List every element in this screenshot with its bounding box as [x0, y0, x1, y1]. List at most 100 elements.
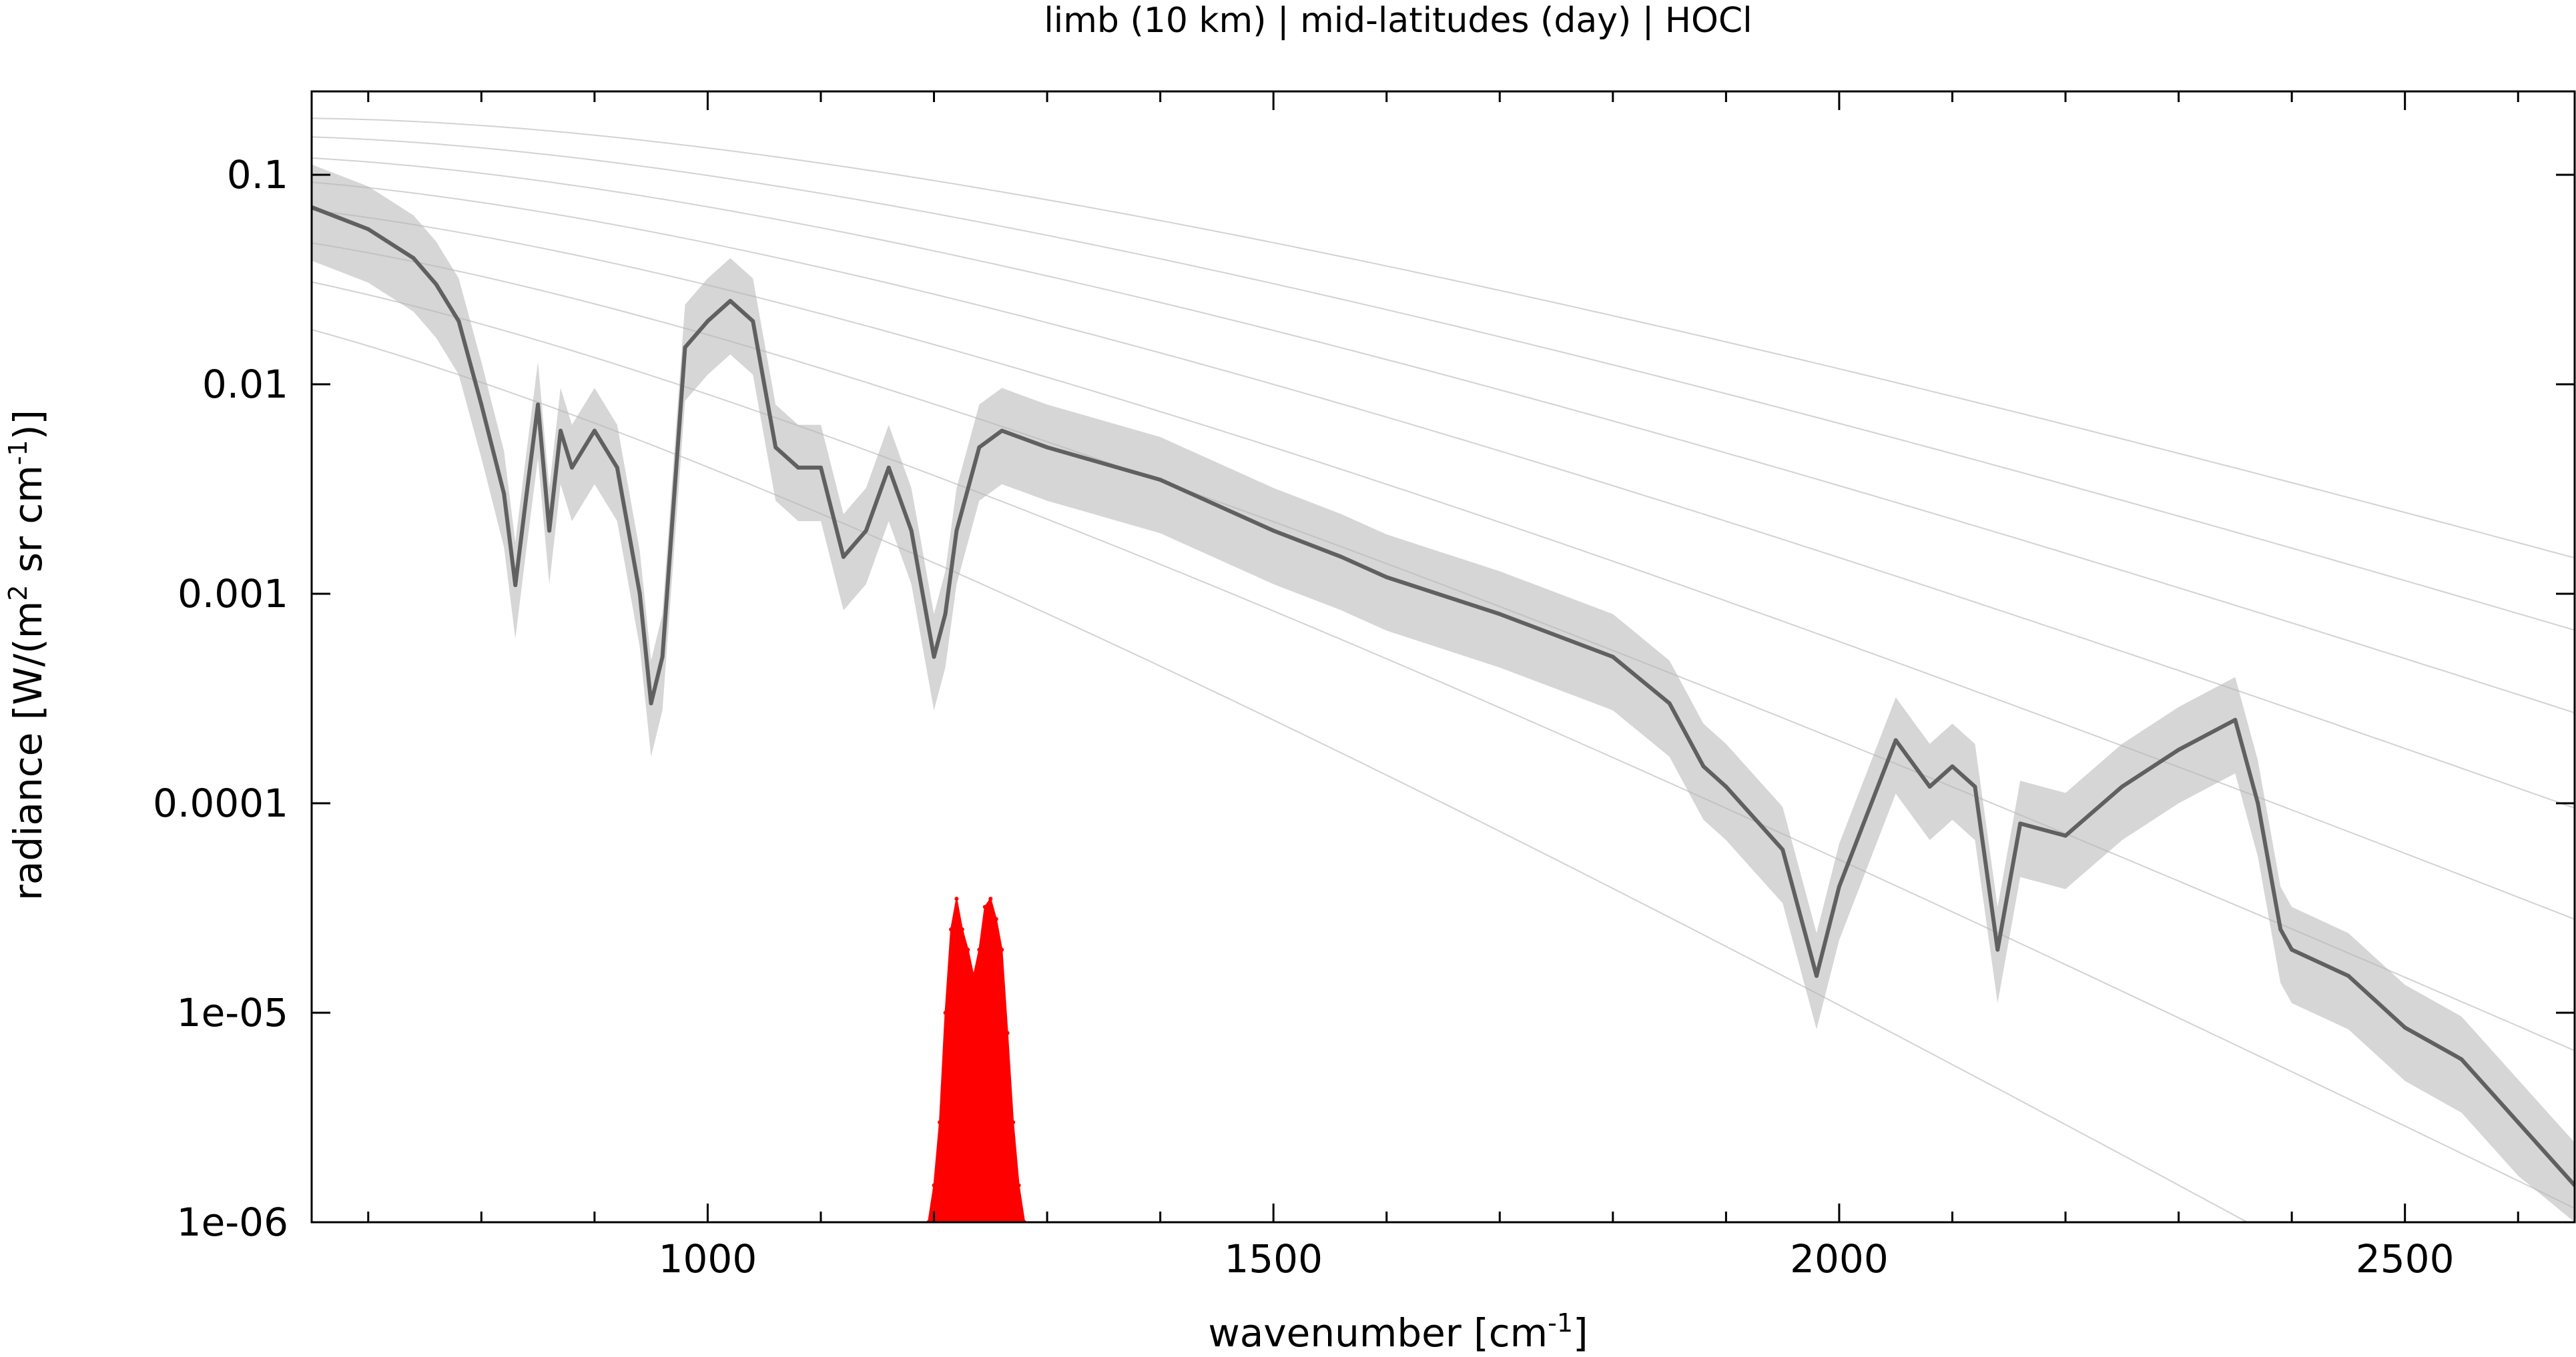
atmosphere-point	[705, 319, 710, 324]
atmosphere-point	[649, 701, 653, 706]
atmosphere-point	[2346, 973, 2350, 978]
atmosphere-point	[2176, 747, 2181, 752]
atmosphere-point	[2120, 785, 2124, 789]
target-gas-point	[966, 947, 970, 952]
atmosphere-point	[434, 282, 438, 287]
atmosphere-point	[977, 445, 982, 450]
atmosphere-point	[886, 465, 891, 470]
plot-frame	[310, 90, 2576, 1224]
atmosphere-point	[1701, 764, 1706, 769]
atmosphere-point	[559, 428, 563, 433]
atmosphere-point	[1610, 654, 1615, 659]
y-tick-label: 0.0001	[153, 781, 288, 826]
atmosphere-point	[819, 465, 823, 470]
atmosphere-point	[1667, 701, 1672, 706]
atmosphere-point	[637, 592, 642, 596]
atmosphere-point	[1781, 847, 1785, 852]
target-gas-point	[1011, 1120, 1016, 1125]
atmosphere-point	[1995, 947, 2000, 952]
atmosphere-point	[536, 402, 541, 407]
target-gas-point	[938, 1120, 942, 1125]
atmosphere-point	[1498, 612, 1502, 616]
target-gas-point	[949, 927, 953, 931]
atmosphere-point	[456, 319, 461, 324]
axis-ticks: 1000 1500 2000 2500 1e-06 1e-05 0.0001 0.001 0.0…	[153, 91, 2575, 1282]
atmosphere-point	[1950, 764, 1955, 769]
plot-border	[310, 90, 2576, 1224]
atmosphere-point	[1339, 554, 1343, 559]
target-gas-radiance-series	[926, 897, 1027, 1222]
planck-curve-260K	[312, 181, 2575, 809]
target-gas-point	[1000, 947, 1004, 952]
atmosphere-point	[1837, 884, 1841, 889]
y-axis-title: radiance [W/(m2 sr cm-1)]	[3, 410, 51, 901]
atmosphere-point	[1724, 785, 1728, 789]
atmosphere-point	[547, 528, 552, 533]
atmosphere-point	[943, 612, 948, 616]
atmosphere-point	[2063, 833, 2067, 838]
atmosphere-point	[1158, 478, 1163, 482]
target-gas-point	[982, 905, 987, 909]
atmosphere-point	[683, 345, 687, 350]
atmosphere-point	[728, 299, 733, 303]
atmosphere-point	[2256, 801, 2260, 805]
x-tick-label: 1000	[659, 1236, 757, 1282]
atmosphere-point	[2516, 1120, 2521, 1125]
x-tick-label: 2000	[1790, 1236, 1889, 1282]
atmosphere-point	[2018, 821, 2023, 826]
target-gas-point	[994, 917, 998, 921]
chart-title: limb (10 km) | mid-latitudes (day) | HOC…	[1044, 1, 1752, 41]
atmosphere-point	[841, 554, 846, 559]
atmosphere-point	[1271, 528, 1276, 533]
y-tick-label: 1e-06	[177, 1200, 288, 1245]
atmosphere-radiance-series	[312, 164, 2575, 1222]
y-tick-label: 1e-05	[177, 990, 288, 1035]
planck-curve-320K	[312, 117, 2575, 559]
atmosphere-point	[864, 528, 868, 533]
atmosphere-point	[954, 528, 959, 533]
atmosphere-point	[932, 654, 936, 659]
planck-curve-300K	[312, 136, 2575, 631]
y-tick-label: 0.001	[178, 571, 288, 616]
target-gas-point	[943, 1011, 948, 1015]
atmosphere-point	[592, 428, 597, 433]
atmosphere-point	[366, 227, 370, 232]
target-gas-point	[1005, 1031, 1010, 1035]
x-tick-label: 2500	[2356, 1236, 2455, 1282]
atmosphere-point	[2233, 718, 2238, 722]
atmosphere-point	[773, 445, 778, 450]
atmosphere-point	[2278, 927, 2283, 931]
atmosphere-point	[525, 492, 529, 496]
atmosphere-point	[1893, 738, 1898, 743]
target-gas-band	[927, 897, 1026, 1222]
atmosphere-point	[570, 465, 574, 470]
planck-curve-280K	[312, 157, 2575, 714]
atmosphere-point	[502, 492, 507, 496]
atmosphere-point	[615, 465, 619, 470]
atmosphere-point	[479, 402, 484, 407]
atmosphere-point	[1045, 445, 1050, 450]
atmosphere-point	[1973, 785, 1977, 789]
planck-curve-180K	[312, 329, 2249, 1222]
x-tick-label: 1500	[1224, 1236, 1323, 1282]
target-gas-point	[932, 1183, 936, 1188]
atmosphere-point	[2459, 1057, 2464, 1061]
x-axis-title: wavenumber [cm-1]	[1208, 1308, 1588, 1356]
atmosphere-point	[1927, 785, 1932, 789]
atmosphere-point	[2402, 1025, 2407, 1030]
target-gas-point	[971, 973, 976, 978]
atmosphere-point	[1000, 428, 1004, 433]
atmosphere-point	[513, 583, 518, 587]
target-gas-point	[988, 897, 993, 901]
target-gas-point	[960, 927, 964, 931]
target-gas-point	[977, 947, 982, 952]
atmosphere-point	[2290, 947, 2294, 952]
atmosphere-point	[1815, 973, 1819, 978]
atmosphere-point	[751, 319, 755, 324]
target-gas-point	[1016, 1183, 1021, 1188]
y-tick-label: 0.1	[227, 152, 288, 197]
atmosphere-point	[411, 256, 416, 260]
atmosphere-point	[1384, 575, 1389, 580]
y-tick-label: 0.01	[202, 362, 288, 407]
